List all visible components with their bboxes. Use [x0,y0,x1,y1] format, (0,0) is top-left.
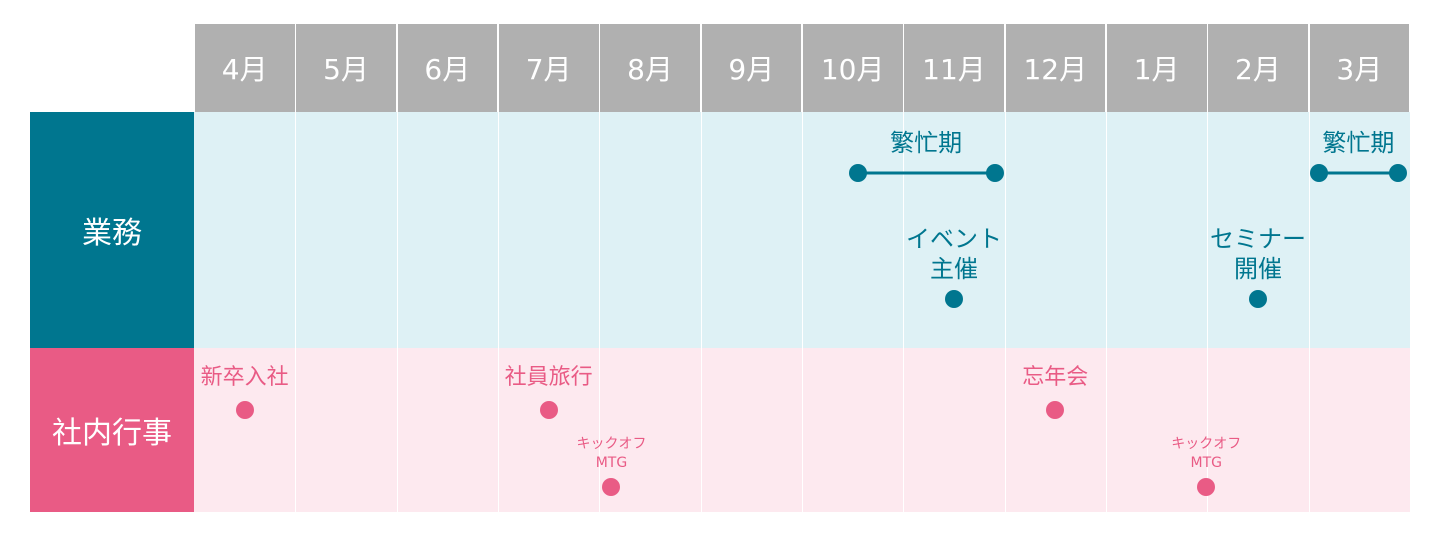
month-header: 11月 [903,24,1005,112]
event-marker-dot [1197,478,1216,496]
event-marker-dot [944,290,963,308]
busy-period-line [1318,171,1398,175]
grid-line [397,24,398,512]
gyomu-event-label: イベント 主催 [906,224,1002,284]
shanai-event-label: 社員旅行 [505,363,593,393]
event-marker-dot [1248,290,1267,308]
event-marker-dot [1046,401,1065,419]
grid-line [1207,24,1208,512]
grid-line [1005,24,1006,512]
month-header: 10月 [802,24,903,112]
event-marker-dot [602,478,621,496]
gyomu-event-label: セミナー 開催 [1210,224,1306,284]
grid-line [599,24,600,512]
event-label-line: MTG [1190,455,1223,471]
event-label-line: 新卒入社 [200,365,289,390]
event-marker-dot [1309,164,1328,182]
event-marker-dot [1389,164,1407,182]
grid-line [1106,24,1107,512]
event-label-line: 社員旅行 [504,365,593,390]
event-label-line: キックオフ [576,436,647,452]
month-header: 2月 [1207,24,1309,112]
event-label-line: イベント [905,225,1002,253]
event-label-line: セミナー [1209,225,1306,253]
month-header: 12月 [1005,24,1106,112]
month-header: 1月 [1106,24,1207,112]
grid-line [1309,24,1310,512]
month-header: 8月 [599,24,701,112]
shanai-event-label: 忘年会 [1022,363,1088,393]
row-label-shanai: 社内行事 [30,348,194,512]
busy-period-line [857,171,995,175]
grid-line [903,24,904,512]
month-header: 7月 [498,24,599,112]
month-header: 3月 [1309,24,1410,112]
shanai-event-label-small: キックオフ MTG [576,435,646,473]
grid-line [295,24,296,512]
busy-period-label: 繁忙期 [890,129,963,157]
month-header: 9月 [701,24,802,112]
event-marker-dot [539,401,558,419]
grid-line [498,24,499,512]
event-marker-dot [235,401,254,419]
month-header: 4月 [194,24,295,112]
event-label-line: 主催 [929,255,978,283]
month-header: 5月 [295,24,397,112]
month-header: 6月 [397,24,498,112]
event-label-line: MTG [595,455,628,471]
grid-line [701,24,702,512]
shanai-event-label-small: キックオフ MTG [1171,435,1241,473]
event-marker-dot [848,164,867,182]
event-label-line: キックオフ [1171,436,1242,452]
event-marker-dot [985,164,1004,182]
event-label-line: 開催 [1233,255,1282,283]
shanai-event-label: 新卒入社 [201,363,289,393]
grid-line [802,24,803,512]
row-label-gyomu: 業務 [30,112,194,348]
busy-period-label: 繁忙期 [1322,129,1395,157]
event-label-line: 忘年会 [1022,365,1089,390]
